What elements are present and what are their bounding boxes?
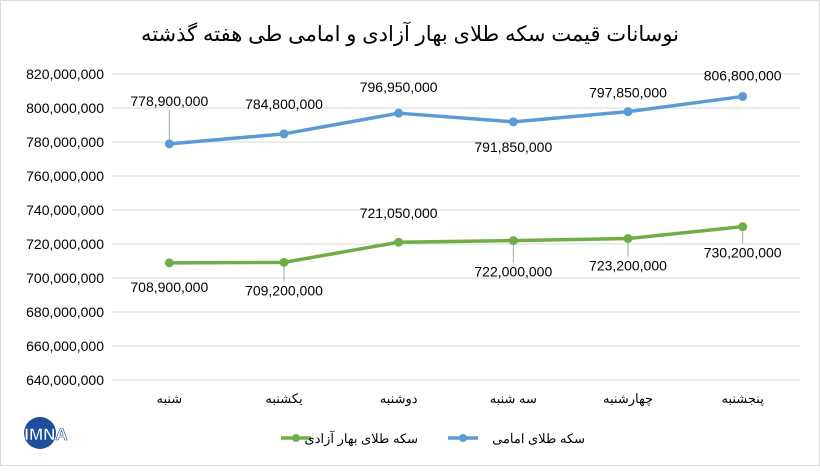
y-tick-label: 760,000,000 — [26, 168, 104, 184]
legend-marker — [292, 434, 300, 442]
data-point — [508, 236, 518, 246]
data-point — [164, 139, 174, 149]
x-tick-label: دوشنبه — [380, 391, 418, 407]
data-label: 797,850,000 — [589, 85, 667, 101]
data-point — [164, 258, 174, 268]
series-line — [169, 224, 743, 265]
legend-item: سکه طلای امامی — [448, 431, 585, 446]
data-label: 722,000,000 — [474, 264, 552, 280]
y-tick-label: 800,000,000 — [26, 100, 104, 116]
x-tick-label: پنجشنبه — [721, 391, 764, 407]
data-point — [508, 117, 518, 127]
x-tick-label: سه شنبه — [490, 391, 537, 406]
data-label: 709,200,000 — [245, 282, 323, 298]
data-label: 796,950,000 — [360, 79, 438, 95]
data-point — [738, 222, 748, 232]
y-tick-label: 700,000,000 — [26, 270, 104, 286]
data-label: 723,200,000 — [589, 258, 667, 274]
legend-label: سکه طلای بهار آزادی — [305, 430, 418, 447]
data-label: 721,050,000 — [360, 205, 438, 221]
y-tick-label: 780,000,000 — [26, 134, 104, 150]
y-tick-label: 680,000,000 — [26, 304, 104, 320]
series-0: 778,900,000 784,800,000 796,950,000 791,850… — [130, 67, 781, 154]
y-tick-label: 660,000,000 — [26, 338, 104, 354]
data-point — [394, 108, 404, 118]
legend-marker — [459, 434, 467, 442]
y-tick-label: 640,000,000 — [26, 372, 104, 388]
series-line — [169, 94, 743, 146]
data-label: 778,900,000 — [130, 93, 208, 109]
data-label: 784,800,000 — [245, 96, 323, 112]
x-tick-label: یکشنبه — [265, 391, 303, 406]
data-point — [394, 237, 404, 247]
data-point — [279, 129, 289, 139]
y-tick-label: 820,000,000 — [26, 66, 104, 82]
x-tick-label: شنبه — [156, 391, 182, 406]
data-label: 806,800,000 — [704, 67, 782, 83]
legend-item: سکه طلای بهار آزادی — [281, 430, 418, 447]
data-point — [279, 257, 289, 267]
data-label: 730,200,000 — [704, 245, 782, 261]
logo-text: IMNA — [24, 425, 67, 444]
chart-title: نوسانات قیمت سکه طلای بهار آزادی و امامی… — [141, 20, 679, 47]
data-point — [623, 107, 633, 117]
x-tick-label: چهارشنبه — [603, 391, 653, 407]
data-point — [738, 91, 748, 101]
y-tick-label: 720,000,000 — [26, 236, 104, 252]
data-label: 791,850,000 — [474, 139, 552, 155]
data-label: 708,900,000 — [130, 279, 208, 295]
y-tick-label: 740,000,000 — [26, 202, 104, 218]
legend-label: سکه طلای امامی — [492, 431, 585, 446]
imna-logo: IMNA — [24, 417, 68, 449]
data-point — [623, 234, 633, 244]
series-1: 708,900,000 709,200,000 721,050,000 722,000… — [130, 205, 781, 298]
